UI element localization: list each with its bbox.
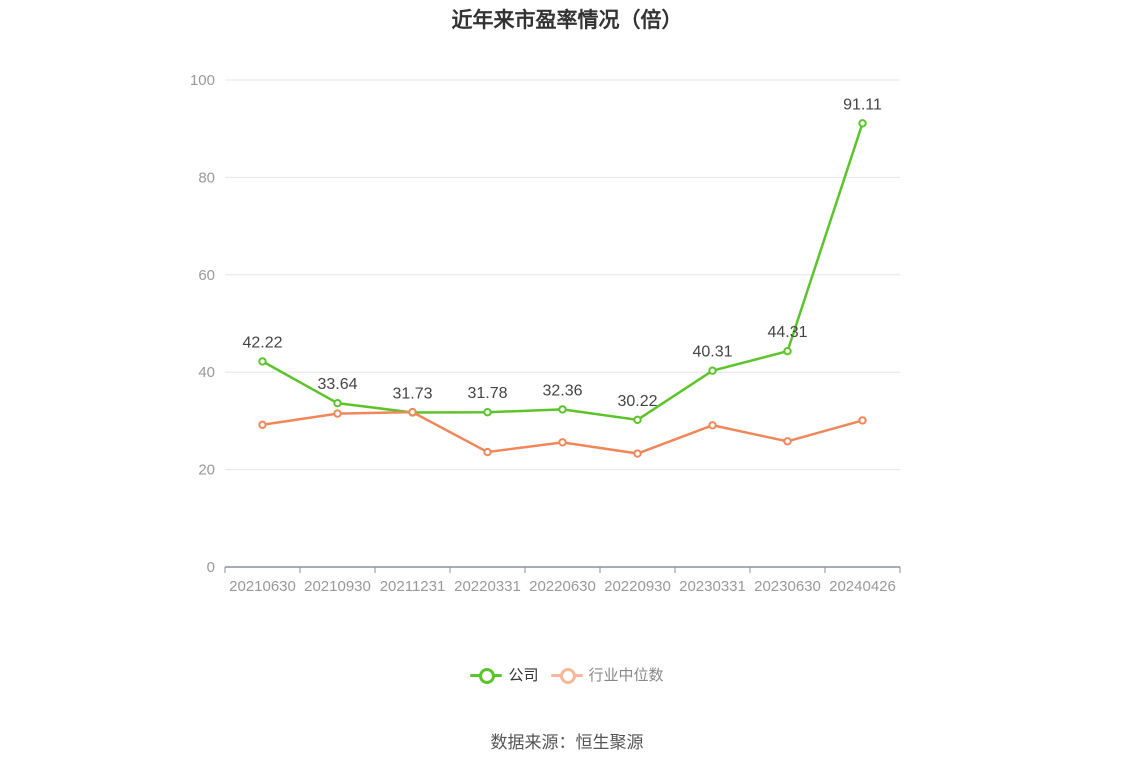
- legend: 公司 行业中位数: [0, 664, 1134, 685]
- data-label: 42.22: [242, 334, 282, 351]
- x-tick-label: 20240426: [829, 578, 896, 595]
- axes: 0 20 40 60 80 100 20210630 20210930 20211231 2022…: [190, 72, 901, 595]
- data-point-company: [708, 366, 717, 375]
- data-point-company: [783, 347, 792, 356]
- data-labels: 42.22 33.64 31.73 31.78 32.36 30.22 40.31 44.31…: [242, 96, 882, 410]
- chart-title: 近年来市盈率情况（倍）: [451, 8, 683, 32]
- x-tick-label: 20220930: [604, 578, 671, 595]
- legend-swatch-industry: [550, 667, 583, 684]
- data-label: 91.11: [843, 96, 882, 113]
- y-tick-label: 40: [198, 364, 215, 381]
- x-tick-label: 20211231: [380, 578, 446, 595]
- legend-item-industry[interactable]: 行业中位数: [550, 664, 664, 685]
- data-point-company: [333, 398, 342, 408]
- data-point-industry: [483, 447, 492, 457]
- data-label: 31.78: [467, 385, 507, 402]
- x-tick-label: 20220331: [454, 578, 521, 595]
- data-label: 30.22: [617, 393, 657, 410]
- line-chart: 0 20 40 60 80 100 20210630 20210930 20211231 2022…: [190, 72, 901, 595]
- x-tick-label: 20210630: [229, 578, 296, 595]
- data-point-company: [483, 408, 492, 417]
- data-label: 44.31: [767, 324, 807, 341]
- x-tick-label: 20220630: [529, 578, 596, 595]
- series-lines: [258, 119, 867, 458]
- y-tick-label: 80: [198, 169, 215, 186]
- data-point-company: [858, 119, 867, 128]
- x-tick-label: 20210930: [304, 578, 371, 595]
- y-tick-label: 60: [198, 267, 215, 284]
- data-point-industry: [258, 420, 267, 429]
- data-label: 31.73: [392, 385, 432, 402]
- data-label: 32.36: [542, 382, 582, 399]
- data-label: 33.64: [317, 376, 357, 393]
- data-label: 40.31: [692, 344, 732, 361]
- y-tick-label: 0: [207, 559, 215, 576]
- data-point-industry: [558, 438, 567, 447]
- x-tick-label: 20230331: [679, 578, 746, 595]
- y-tick-label: 20: [198, 462, 215, 479]
- legend-label-company: 公司: [508, 666, 539, 684]
- data-point-industry: [633, 449, 642, 458]
- legend-label-industry: 行业中位数: [588, 666, 664, 684]
- data-point-industry: [783, 437, 792, 446]
- data-point-company: [258, 357, 267, 366]
- data-point-industry: [858, 416, 867, 425]
- data-point-industry: [708, 421, 717, 430]
- data-point-industry: [408, 407, 417, 417]
- data-point-company: [558, 405, 567, 414]
- data-point-industry: [333, 409, 342, 418]
- x-tick-label: 20230630: [754, 578, 821, 595]
- data-point-company: [633, 415, 642, 425]
- legend-item-company[interactable]: 公司: [470, 664, 539, 685]
- y-tick-label: 100: [190, 72, 215, 89]
- grid-lines: [225, 79, 900, 471]
- data-source: 数据来源：恒生聚源: [490, 733, 644, 753]
- series-line-industry: [262, 410, 863, 455]
- legend-swatch-company: [470, 667, 503, 684]
